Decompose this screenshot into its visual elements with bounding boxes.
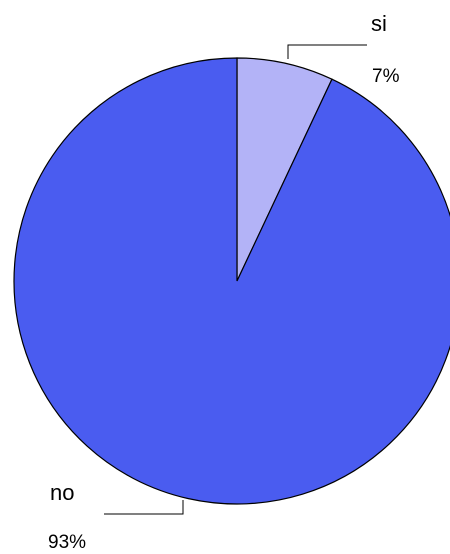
- pie-slice-no: [13, 57, 450, 505]
- slice-percent-no: 93%: [48, 532, 86, 553]
- slice-label-si: si: [371, 11, 387, 36]
- leader-line-si: [287, 44, 367, 59]
- pie-slices: [13, 57, 450, 505]
- slice-label-no: no: [50, 480, 74, 505]
- pie-labels: si 7% no 93%: [48, 11, 400, 553]
- slice-percent-si: 7%: [372, 66, 400, 87]
- leader-line-no: [104, 500, 184, 515]
